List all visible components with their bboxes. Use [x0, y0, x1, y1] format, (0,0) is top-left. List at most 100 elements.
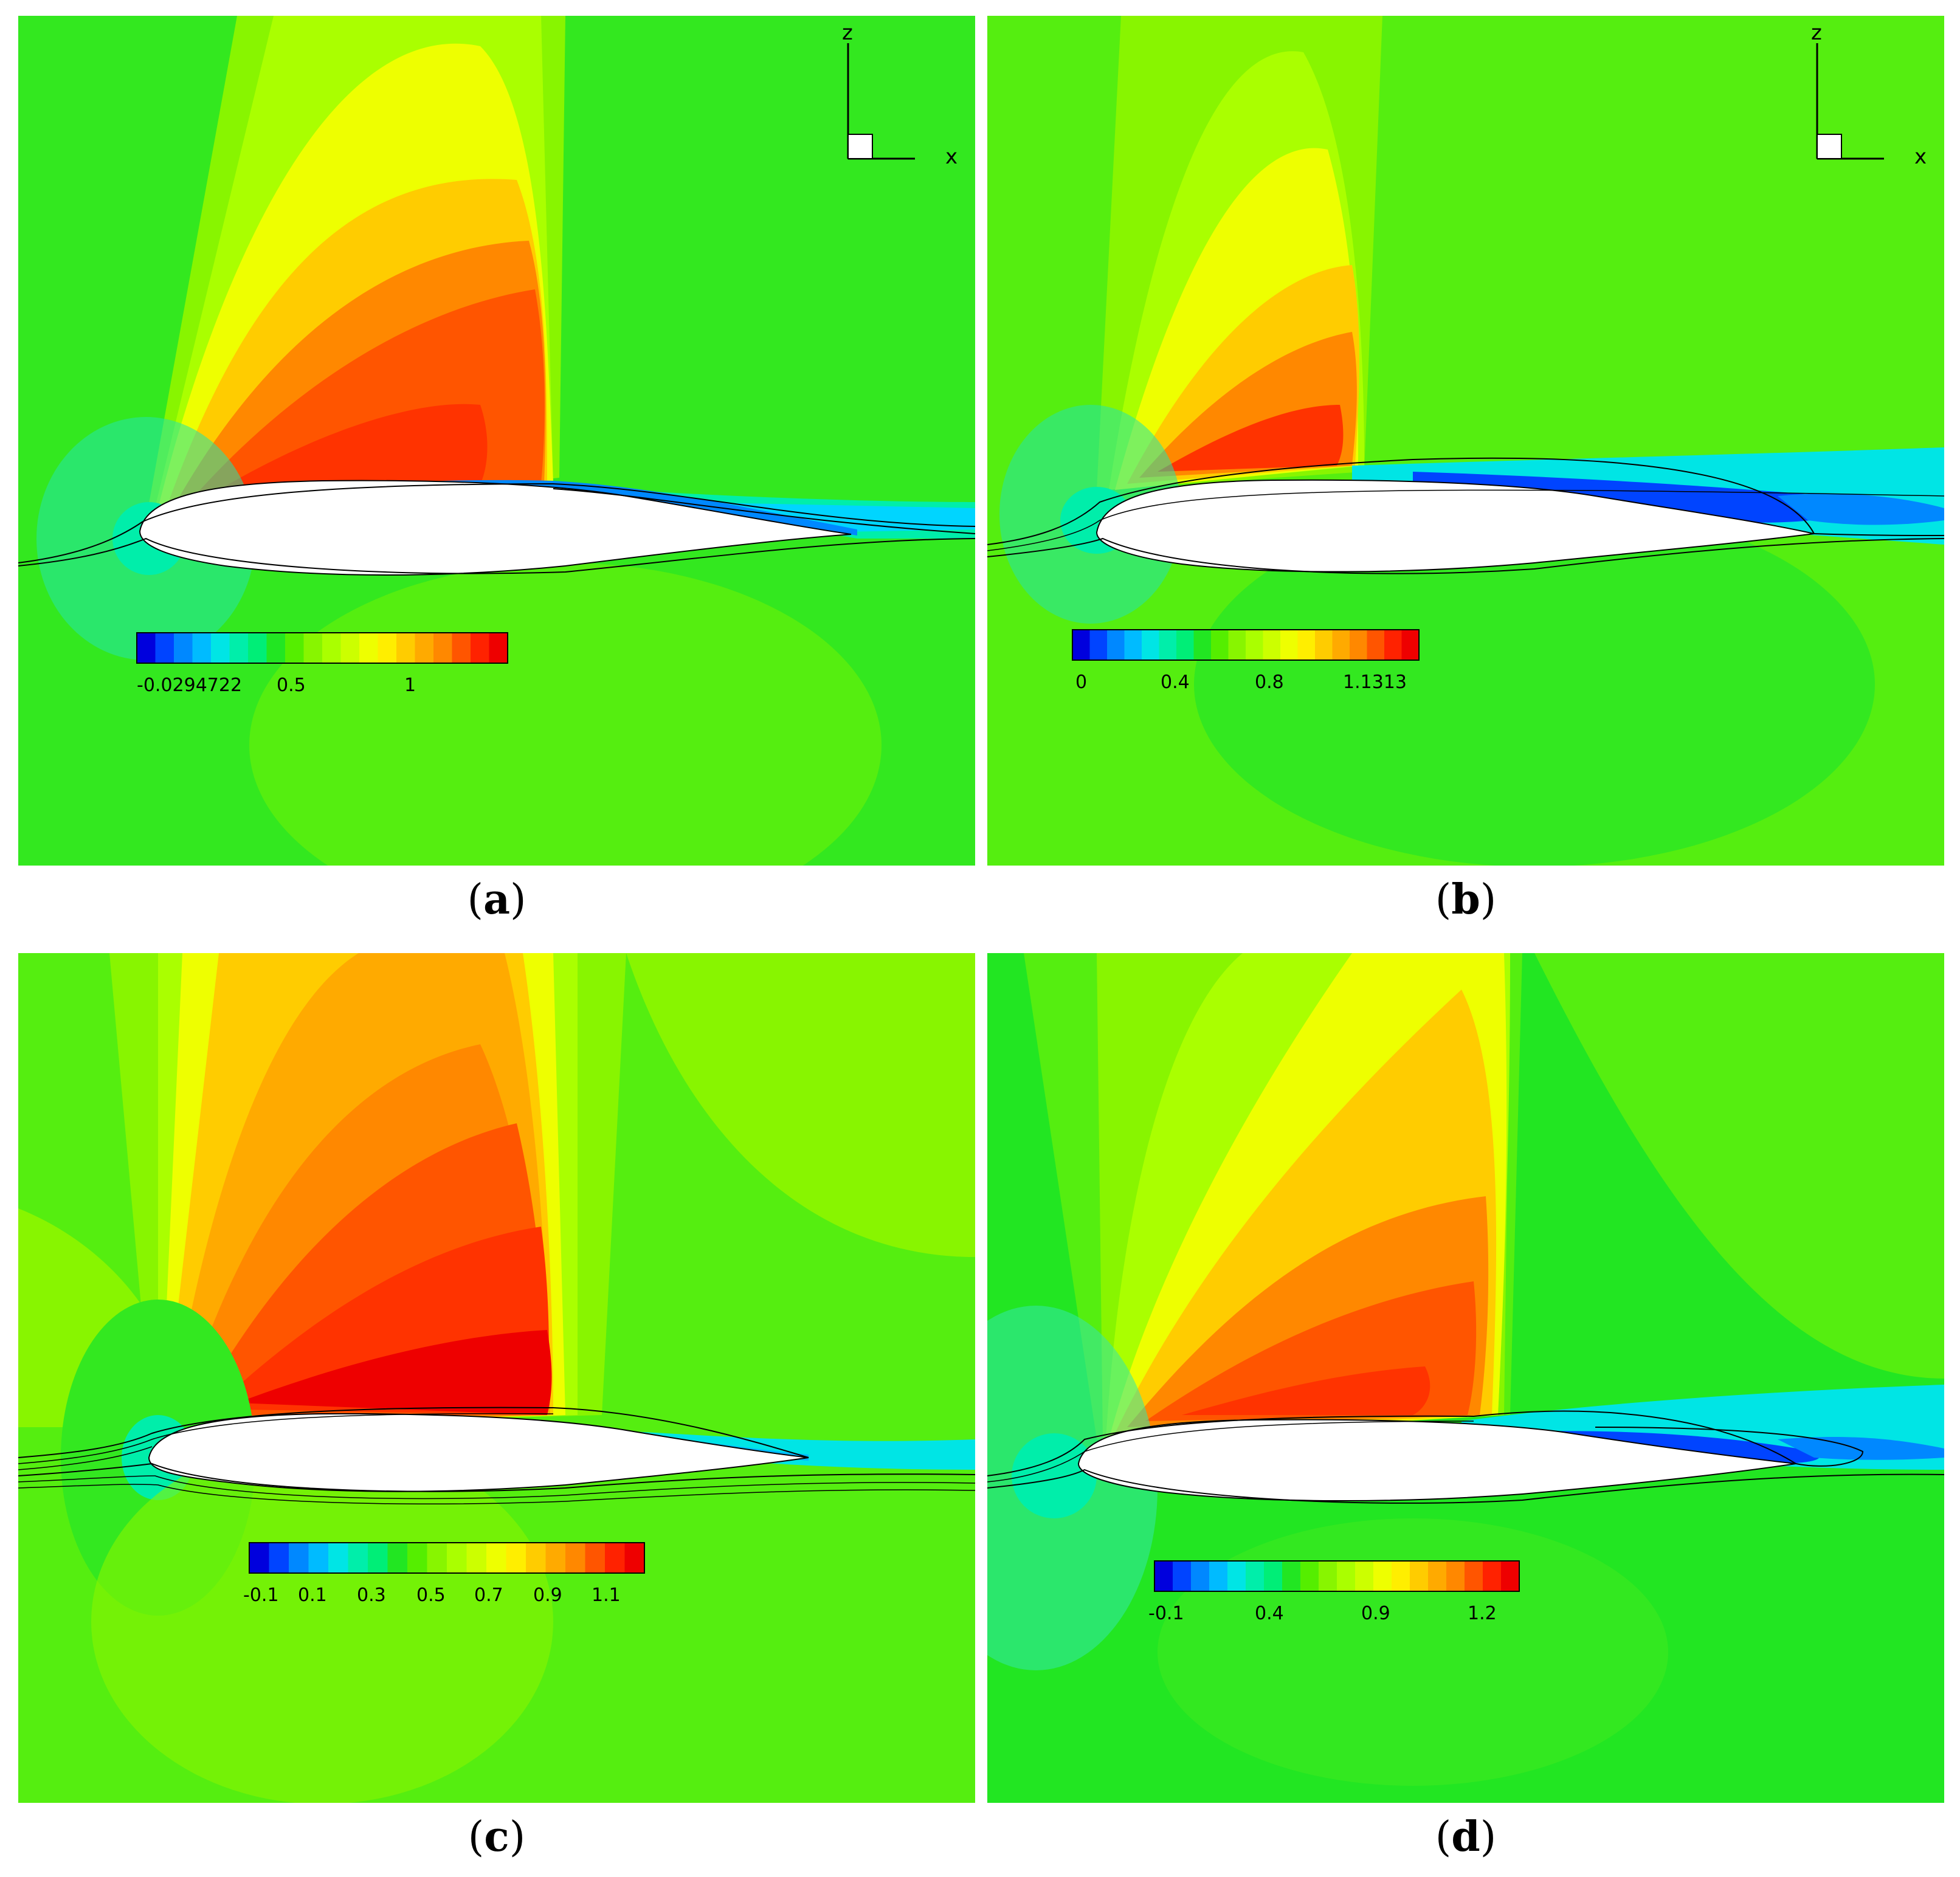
streamline [987, 457, 1815, 545]
colorbar-segment [466, 1543, 487, 1573]
axis-z-label: z [842, 21, 853, 45]
colorbar-segment [1124, 630, 1142, 660]
colorbar-segment [340, 633, 360, 663]
stagnation-core [1012, 1433, 1097, 1518]
streamline [987, 1421, 1474, 1483]
wake-core [687, 502, 975, 532]
colorbar-segment [1332, 630, 1350, 660]
streamline [18, 1407, 809, 1458]
colorbar-a: -0.0294722 0.5 1 [136, 632, 508, 696]
colorbar-segment [1350, 630, 1367, 660]
colorbar-segment [249, 1543, 269, 1573]
streamline [18, 537, 975, 574]
contour-panel-c: -0.1 0.1 0.3 0.5 0.7 0.9 1.1 [18, 953, 975, 1803]
colorbar-segment [1446, 1561, 1465, 1591]
axis-x-label: x [1914, 145, 1927, 169]
colorbar-segment [396, 633, 415, 663]
streamline [553, 488, 975, 534]
fan-red [1182, 1366, 1430, 1415]
colorbar-segment [585, 1543, 606, 1573]
colorbar-segment [211, 633, 230, 663]
colorbar-segment [1297, 630, 1316, 660]
colorbar-segment [137, 633, 156, 663]
colorbar-segment [368, 1543, 388, 1573]
colorbar-segment [1246, 1561, 1265, 1591]
colorbar-segment [1410, 1561, 1429, 1591]
colorbar-tick: -0.1 [1148, 1603, 1184, 1624]
colorbar-segment [452, 633, 471, 663]
colorbar-tick: 0.4 [1255, 1603, 1284, 1624]
colorbar-segment [348, 1543, 368, 1573]
caption-label: c [484, 1813, 509, 1861]
wake-core [1778, 1436, 1944, 1460]
colorbar-segment [471, 633, 489, 663]
colorbar-segment [526, 1543, 546, 1573]
contour-plot-a: -0.0294722 0.5 1 z x [18, 16, 975, 866]
colorbar-segment [192, 633, 212, 663]
colorbar-c: -0.1 0.1 0.3 0.5 0.7 0.9 1.1 [243, 1542, 645, 1606]
colorbar-segment [1392, 1561, 1410, 1591]
colorbar-segment [489, 633, 508, 663]
colorbar-segment [1193, 630, 1212, 660]
colorbar-b: 0 0.4 0.8 1.1313 [1072, 629, 1420, 693]
streamline [18, 1462, 975, 1492]
colorbar-segment [1211, 630, 1229, 660]
fan-red [1158, 405, 1344, 472]
colorbar-segment [308, 1543, 329, 1573]
contour-plot-d: -0.1 0.4 0.9 1.2 [987, 953, 1944, 1803]
colorbar-segment [1373, 1561, 1392, 1591]
colorbar-segment [506, 1543, 526, 1573]
colorbar-segment [359, 633, 378, 663]
colorbar-segment [1337, 1561, 1356, 1591]
colorbar-tick: 0.3 [357, 1585, 386, 1606]
caption-label: d [1451, 1813, 1480, 1861]
colorbar-segment [1280, 630, 1298, 660]
colorbar-segment [155, 633, 174, 663]
axis-z-label: z [1811, 21, 1822, 45]
colorbar-tick: 0 [1075, 672, 1087, 693]
colorbar-tick: 0.4 [1161, 672, 1190, 693]
colorbar-segment [1191, 1561, 1210, 1591]
colorbar-segment [1228, 630, 1246, 660]
streamline [1813, 533, 1944, 536]
contour-panel-b: 0 0.4 0.8 1.1313 z x [987, 16, 1944, 866]
colorbar-segment [1355, 1561, 1374, 1591]
colorbar-segment [605, 1543, 625, 1573]
colorbar-segment [285, 633, 304, 663]
colorbar-segment [1428, 1561, 1447, 1591]
streamline [987, 1469, 1944, 1504]
colorbar-segment [427, 1543, 447, 1573]
colorbar-segment [1384, 630, 1402, 660]
caption-label: a [483, 875, 511, 924]
upper-right-lobe [1534, 953, 1944, 1379]
caption-b: (b) [1435, 875, 1497, 924]
colorbar-segment [1154, 1561, 1173, 1591]
colorbar-segment [1089, 630, 1108, 660]
caption-c: (c) [468, 1813, 526, 1861]
separation-bubble [1413, 472, 1887, 523]
colorbar-segment [407, 1543, 427, 1573]
fan-deep-red [237, 1330, 552, 1415]
colorbar-segment [1319, 1561, 1337, 1591]
caption-d: (d) [1435, 1813, 1497, 1861]
colorbar-segment [1315, 630, 1333, 660]
colorbar-tick: 0.9 [533, 1585, 562, 1606]
streamline [18, 1446, 153, 1470]
caption-a: (a) [467, 875, 526, 924]
colorbar-segment [248, 633, 267, 663]
colorbar-segment [1227, 1561, 1246, 1591]
axis-x-label: x [945, 145, 958, 169]
colorbar-segment [545, 1543, 566, 1573]
colorbar-segment [1465, 1561, 1483, 1591]
colorbar-segment [289, 1543, 309, 1573]
colorbar-tick: 0.8 [1255, 672, 1284, 693]
colorbar-segment [1159, 630, 1177, 660]
colorbar-segment [229, 633, 249, 663]
colorbar-segment [1209, 1561, 1228, 1591]
colorbar-segment [1072, 630, 1090, 660]
colorbar-segment [269, 1543, 289, 1573]
axes-indicator: z x [842, 21, 958, 169]
colorbar-segment [565, 1543, 585, 1573]
contour-plot-b: 0 0.4 0.8 1.1313 z x [987, 16, 1944, 866]
colorbar-segment [415, 633, 434, 663]
